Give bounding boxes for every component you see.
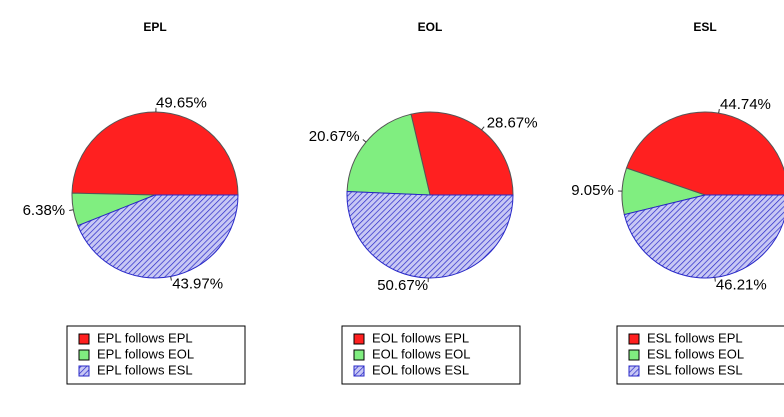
- label-leader: [69, 209, 74, 211]
- legend-swatch: [353, 365, 365, 377]
- legend-label: ESL follows EOL: [647, 346, 744, 361]
- legend-swatch: [78, 349, 90, 361]
- slice-label: 49.65%: [156, 95, 207, 112]
- chart-title: ESL: [693, 20, 716, 34]
- slice-label: 43.97%: [172, 276, 223, 293]
- slice-label: 20.67%: [309, 128, 360, 145]
- pie-slice: [71, 111, 239, 196]
- pie-slice: [77, 194, 239, 279]
- label-leader: [170, 276, 172, 281]
- slice-label: 28.67%: [487, 114, 538, 131]
- slice-label: 44.74%: [720, 96, 771, 113]
- pie-slice: [346, 113, 431, 196]
- pie-slice: [410, 111, 514, 196]
- legend-swatch: [353, 349, 365, 361]
- legend-label: EPL follows EPL: [97, 330, 193, 345]
- legend-label: ESL follows EPL: [647, 330, 743, 345]
- label-leader: [481, 126, 485, 131]
- legend-box: [616, 325, 784, 385]
- legend-swatch: [78, 365, 90, 377]
- legend-label: ESL follows ESL: [647, 362, 743, 377]
- chart-title: EOL: [418, 20, 443, 34]
- legend-label: EOL follows ESL: [372, 362, 469, 377]
- slice-label: 6.38%: [23, 202, 66, 219]
- slice-label: 46.21%: [716, 277, 767, 294]
- legend-swatch: [628, 333, 640, 345]
- slice-label: 50.67%: [377, 277, 428, 294]
- pie-slice: [346, 191, 514, 279]
- legend-box: [341, 325, 521, 385]
- legend-swatch: [353, 333, 365, 345]
- legend-swatch: [628, 365, 640, 377]
- label-leader: [362, 139, 367, 143]
- legend-box: [66, 325, 246, 385]
- label-leader: [718, 108, 720, 114]
- legend-label: EPL follows ESL: [97, 362, 193, 377]
- slice-label: 9.05%: [571, 182, 614, 199]
- legend-swatch: [78, 333, 90, 345]
- legend-label: EOL follows EOL: [372, 346, 471, 361]
- legend-swatch: [628, 349, 640, 361]
- pie-slice: [625, 111, 784, 196]
- chart-title: EPL: [143, 20, 166, 34]
- legend-label: EPL follows EOL: [97, 346, 194, 361]
- legend-label: EOL follows EPL: [372, 330, 469, 345]
